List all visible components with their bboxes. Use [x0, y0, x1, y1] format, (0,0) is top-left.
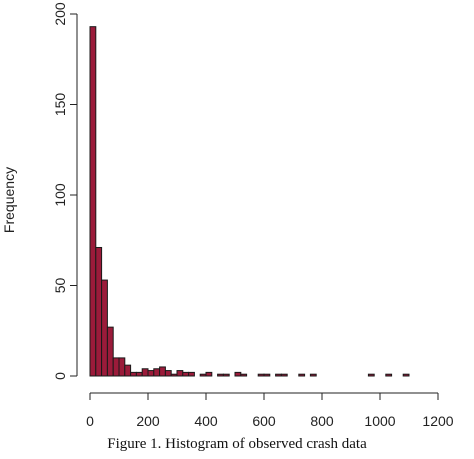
histogram-bar [188, 371, 195, 377]
histogram-bar [101, 279, 108, 377]
histogram-bar [130, 371, 137, 377]
y-axis-title: Frequency [1, 167, 17, 233]
histogram-bar [135, 371, 143, 377]
figure-caption: Figure 1. Histogram of observed crash da… [107, 436, 367, 452]
histogram-bar [240, 373, 248, 377]
histogram-bar [170, 373, 178, 377]
histogram-bar [199, 373, 207, 377]
x-tick-label: 600 [252, 413, 276, 429]
histogram-bar [147, 370, 155, 377]
histogram-bar [106, 326, 114, 377]
y-tick-label: 50 [52, 278, 68, 294]
histogram-bar [89, 26, 97, 377]
x-tick-label: 0 [86, 413, 94, 429]
histogram-bar [153, 368, 161, 377]
histogram-bar [182, 371, 190, 377]
histogram-bar [257, 373, 265, 377]
histogram-bar [164, 370, 172, 377]
y-axis: 0 50 100 150 200 [52, 2, 78, 380]
histogram-bar [112, 357, 120, 377]
x-axis: 0 200 400 600 800 1000 1200 [86, 392, 454, 429]
histogram-bar [263, 373, 271, 377]
histogram-bar [217, 373, 224, 377]
histogram-bar [309, 373, 317, 377]
histogram-bar [367, 373, 375, 377]
histogram-bar [275, 373, 282, 377]
y-tick-label: 0 [52, 372, 68, 380]
histogram-bar [159, 366, 166, 377]
histogram-bar [222, 373, 230, 377]
x-tick-label: 800 [310, 413, 334, 429]
x-tick-label: 1200 [422, 413, 453, 429]
bars-group [89, 26, 410, 377]
histogram-bar [141, 368, 149, 377]
histogram-bar [95, 246, 103, 377]
x-tick-label: 400 [194, 413, 218, 429]
histogram-bar [234, 371, 242, 377]
histogram-bar [124, 364, 132, 377]
y-tick-label: 100 [52, 183, 68, 207]
y-tick-label: 200 [52, 2, 68, 26]
x-tick-label: 1000 [364, 413, 395, 429]
histogram-bar [118, 357, 126, 377]
histogram-bar [402, 373, 410, 377]
histogram-bar [385, 373, 393, 377]
histogram-bar [298, 373, 306, 377]
histogram-bar [205, 371, 213, 377]
histogram-bar [176, 370, 184, 377]
histogram-bar [280, 373, 288, 377]
x-tick-label: 200 [136, 413, 160, 429]
y-tick-label: 150 [52, 93, 68, 117]
